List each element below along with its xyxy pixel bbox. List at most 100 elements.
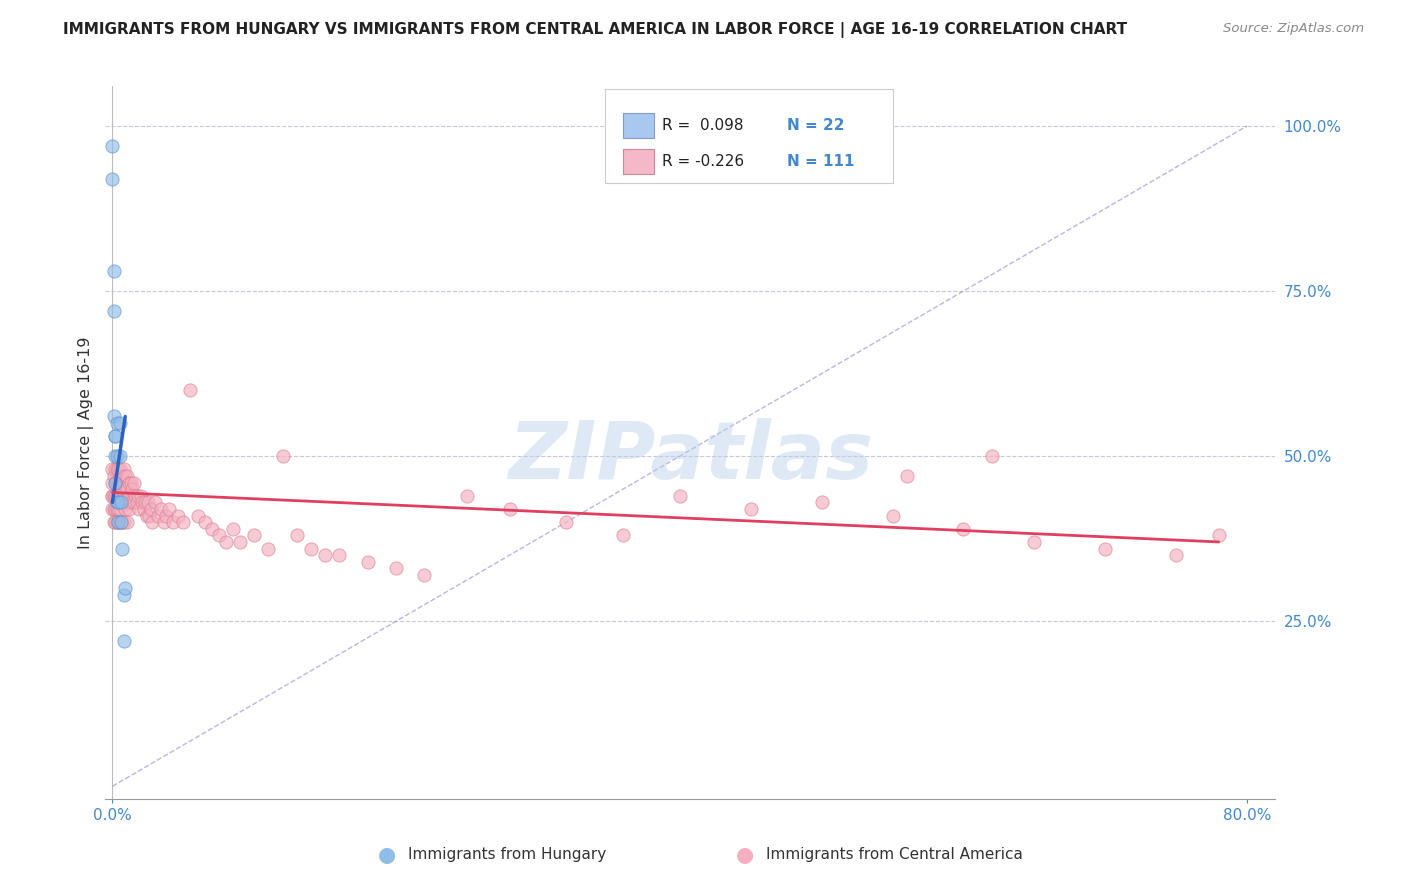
Point xyxy=(555,515,578,529)
Point xyxy=(103,489,125,503)
Point xyxy=(107,495,129,509)
Point xyxy=(104,462,127,476)
Point xyxy=(115,495,138,509)
Point xyxy=(118,475,141,490)
Point xyxy=(146,508,169,523)
Point xyxy=(155,508,177,523)
Point xyxy=(285,528,308,542)
Point xyxy=(121,482,143,496)
Point xyxy=(108,475,131,490)
Point xyxy=(101,475,124,490)
Point xyxy=(104,429,127,443)
Point xyxy=(112,462,135,476)
Text: N = 22: N = 22 xyxy=(787,119,845,133)
Point xyxy=(112,475,135,490)
Point xyxy=(105,495,128,509)
Point xyxy=(107,515,129,529)
Point xyxy=(243,528,266,542)
Point xyxy=(134,495,156,509)
Point xyxy=(107,502,129,516)
Point xyxy=(105,475,128,490)
Point xyxy=(101,489,124,503)
Point xyxy=(107,489,129,503)
Point xyxy=(110,515,132,529)
Point xyxy=(114,581,136,595)
Point xyxy=(112,588,135,602)
Point xyxy=(111,515,134,529)
Point xyxy=(328,548,350,562)
Point xyxy=(105,502,128,516)
Point xyxy=(810,495,832,509)
Point xyxy=(104,502,127,516)
Point xyxy=(104,475,127,490)
Point xyxy=(136,495,159,509)
Point xyxy=(118,489,141,503)
Point xyxy=(122,475,145,490)
Point xyxy=(132,502,155,516)
Point xyxy=(179,383,201,397)
Point xyxy=(118,502,141,516)
Point xyxy=(111,541,134,556)
Point xyxy=(115,515,138,529)
Point xyxy=(110,495,132,509)
Point xyxy=(105,462,128,476)
Point xyxy=(108,416,131,430)
Point xyxy=(101,502,124,516)
Point xyxy=(110,515,132,529)
Text: Source: ZipAtlas.com: Source: ZipAtlas.com xyxy=(1223,22,1364,36)
Text: R =  0.098: R = 0.098 xyxy=(662,119,744,133)
Point xyxy=(105,515,128,529)
Point xyxy=(157,502,180,516)
Point xyxy=(103,515,125,529)
Point xyxy=(215,535,238,549)
Point xyxy=(201,522,224,536)
Point xyxy=(882,508,904,523)
Point xyxy=(257,541,280,556)
Y-axis label: In Labor Force | Age 16-19: In Labor Force | Age 16-19 xyxy=(79,336,94,549)
Point xyxy=(105,416,128,430)
Point xyxy=(104,489,127,503)
Text: Immigrants from Central America: Immigrants from Central America xyxy=(766,847,1024,862)
Point xyxy=(114,469,136,483)
Point xyxy=(110,482,132,496)
Point xyxy=(125,495,148,509)
Point xyxy=(101,171,124,186)
Point xyxy=(896,469,918,483)
Point xyxy=(208,528,231,542)
Point xyxy=(314,548,336,562)
Point xyxy=(103,502,125,516)
Point xyxy=(129,489,152,503)
Point xyxy=(111,482,134,496)
Point xyxy=(104,475,127,490)
Point xyxy=(143,495,166,509)
Point xyxy=(135,508,157,523)
Text: IMMIGRANTS FROM HUNGARY VS IMMIGRANTS FROM CENTRAL AMERICA IN LABOR FORCE | AGE : IMMIGRANTS FROM HUNGARY VS IMMIGRANTS FR… xyxy=(63,22,1128,38)
Point xyxy=(103,409,125,424)
Point xyxy=(107,475,129,490)
Point xyxy=(101,462,124,476)
Point xyxy=(112,515,135,529)
Point xyxy=(498,502,520,516)
Point xyxy=(299,541,322,556)
Point xyxy=(108,449,131,463)
Text: ●: ● xyxy=(378,845,395,864)
Point xyxy=(668,489,690,503)
Point xyxy=(104,515,127,529)
Point xyxy=(105,449,128,463)
Point xyxy=(413,568,436,582)
Point xyxy=(107,515,129,529)
Point xyxy=(1166,548,1188,562)
Point xyxy=(111,469,134,483)
Point xyxy=(138,508,160,523)
Point xyxy=(1094,541,1116,556)
Point xyxy=(952,522,974,536)
Point xyxy=(127,489,149,503)
Point xyxy=(357,555,380,569)
Point xyxy=(229,535,252,549)
Point xyxy=(139,502,162,516)
Point xyxy=(103,469,125,483)
Point xyxy=(172,515,194,529)
Point xyxy=(385,561,408,575)
Point xyxy=(141,515,163,529)
Point xyxy=(101,138,124,153)
